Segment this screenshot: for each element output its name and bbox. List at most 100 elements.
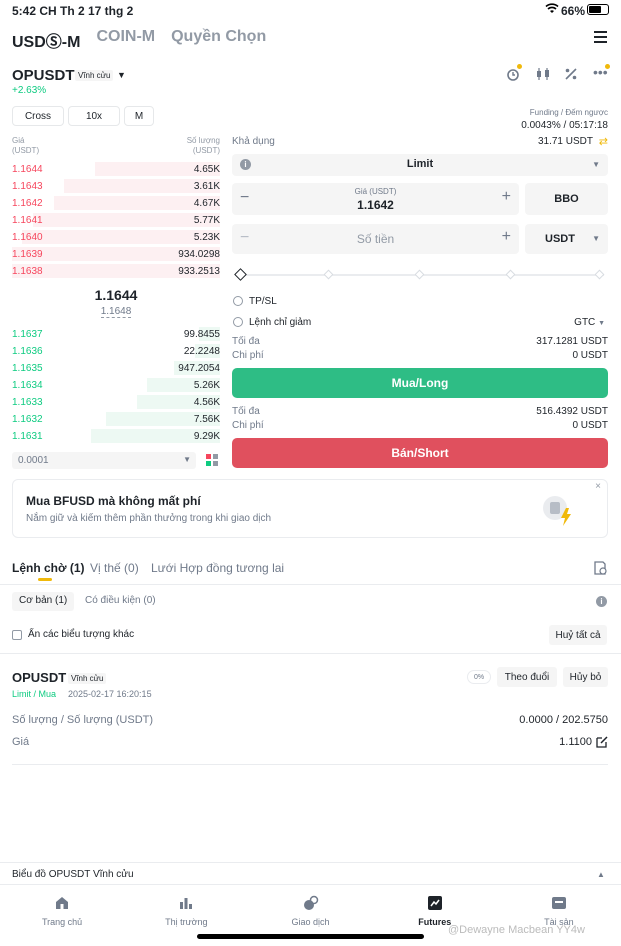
ask-qty: 3.61K [193,180,220,192]
book-layout-icon[interactable] [206,454,218,466]
calculator-icon[interactable] [564,67,578,81]
info-icon[interactable]: i [596,596,607,607]
info-icon[interactable]: i [240,159,251,170]
tif-select[interactable]: GTC ▼ [574,317,605,328]
buy-long-button[interactable]: Mua/Long [232,368,608,398]
ask-row[interactable]: 1.1643 3.61K [12,178,220,194]
ask-row[interactable]: 1.1640 5.23K [12,229,220,245]
alarm-icon[interactable] [506,64,522,81]
hide-other-symbols-checkbox[interactable] [12,630,22,640]
bid-price: 1.1631 [12,430,43,442]
nav-futures[interactable]: Futures [373,885,497,946]
leverage-button[interactable]: 10x [68,106,120,126]
ask-qty: 4.65K [193,163,220,175]
nav-futures-label: Futures [418,917,452,927]
order-type-select[interactable]: i Limit ▼ [232,154,608,176]
promo-banner[interactable]: Mua BFUSD mà không mất phí Nắm giữ và ki… [12,479,608,538]
bid-row[interactable]: 1.1636 22.2248 [12,343,220,359]
slider-step[interactable] [414,269,425,280]
bid-row[interactable]: 1.1631 9.29K [12,428,220,444]
more-icon[interactable]: ••• [593,64,610,81]
ask-qty: 4.67K [193,197,220,209]
subtab-basic[interactable]: Cơ bản (1) [12,592,75,611]
mark-price[interactable]: 1.1648 [12,306,220,318]
transfer-icon[interactable]: ⇄ [598,136,608,148]
home-indicator [197,934,424,939]
battery-percent: 66% [561,4,586,18]
edit-icon[interactable] [596,735,608,748]
bid-price: 1.1632 [12,413,43,425]
ask-row[interactable]: 1.1644 4.65K [12,161,220,177]
nav-trade[interactable]: Giao dịch [248,885,372,946]
reduce-only-radio[interactable] [233,317,243,327]
menu-icon[interactable] [594,31,607,43]
amount-slider[interactable] [234,268,605,282]
nav-home[interactable]: Trang chủ [0,885,124,946]
chevron-down-icon: ▼ [592,234,600,243]
tab-usds-m[interactable]: USDⓈ-M [12,34,81,51]
minus-icon[interactable]: − [240,189,250,206]
divider [0,584,621,585]
symbol-dropdown-icon[interactable]: ▼ [117,70,126,80]
ob-price-header-l1: Giá [12,136,25,145]
plus-icon[interactable]: + [501,228,511,245]
amount-input[interactable]: − Số tiền + [232,224,519,254]
order-qty-value: 0.0000 / 202.5750 [519,714,608,726]
ask-row[interactable]: 1.1639 934.0298 [12,246,220,262]
close-icon[interactable]: × [595,481,601,492]
slider-step[interactable] [505,269,516,280]
ask-row[interactable]: 1.1638 933.2513 [12,263,220,279]
divider [0,653,621,654]
ob-qty-header: Số lượng (USDT) [170,136,220,156]
chart-bar-label[interactable]: Biểu đồ OPUSDT Vĩnh cửu [12,869,134,880]
chevron-up-icon[interactable]: ▲ [597,870,605,879]
sell-short-button[interactable]: Bán/Short [232,438,608,468]
subtab-conditional[interactable]: Có điều kiện (0) [85,595,156,606]
tab-coin-m[interactable]: COIN-M [96,28,156,45]
ask-row[interactable]: 1.1641 5.77K [12,212,220,228]
ask-price: 1.1642 [12,197,43,209]
symbol-name[interactable]: OPUSDT [12,67,75,84]
slider-handle[interactable] [234,268,247,281]
tab-options[interactable]: Quyền Chọn [171,28,267,45]
bid-row[interactable]: 1.1637 99.8455 [12,326,220,342]
nav-assets[interactable]: Tài sản [497,885,621,946]
order-qty-label: Số lượng / Số lượng (USDT) [12,714,154,726]
tab-futures-grid[interactable]: Lưới Hợp đồng tương lai [151,561,285,575]
bid-row[interactable]: 1.1634 5.26K [12,377,220,393]
active-tab-indicator [38,578,52,581]
ask-row[interactable]: 1.1642 4.67K [12,195,220,211]
tick-size-select[interactable]: 0.0001 ▼ [12,452,196,469]
cancel-order-button[interactable]: Hủy bỏ [563,667,608,687]
order-history-icon[interactable] [594,561,607,575]
order-symbol[interactable]: OPUSDT [12,670,67,685]
bid-row[interactable]: 1.1632 7.56K [12,411,220,427]
order-side: Limit / Mua [12,689,57,699]
track-button[interactable]: Theo đuổi [497,667,557,687]
cancel-all-button[interactable]: Huỷ tất cả [549,625,607,645]
margin-mode-button[interactable]: Cross [12,106,64,126]
slider-step[interactable] [323,269,334,280]
tab-open-orders[interactable]: Lệnh chờ (1) [12,561,85,575]
tif-value: GTC [574,317,596,328]
nav-markets[interactable]: Thị trường [124,885,248,946]
tick-size-value: 0.0001 [18,455,49,466]
asset-mode-button[interactable]: M [124,106,154,126]
bbo-button[interactable]: BBO [525,183,608,215]
tpsl-radio[interactable] [233,296,243,306]
amount-unit: USDT [545,233,575,245]
sell-max-value: 516.4392 USDT [536,406,608,417]
bid-row[interactable]: 1.1633 4.56K [12,394,220,410]
tab-positions[interactable]: Vị thế (0) [90,561,139,575]
perpetual-badge: Vĩnh cửu [75,70,114,81]
order-price-value: 1.1100 [559,736,592,748]
price-input[interactable]: − Giá (USDT) 1.1642 + [232,183,519,215]
bid-row[interactable]: 1.1635 947.2054 [12,360,220,376]
available-value: 31.71 USDT [537,136,593,147]
amount-unit-select[interactable]: USDT ▼ [525,224,608,254]
bid-price: 1.1637 [12,328,43,340]
minus-icon[interactable]: − [240,229,250,246]
plus-icon[interactable]: + [501,188,511,205]
candlestick-chart-icon[interactable] [535,67,551,81]
slider-step[interactable] [594,269,605,280]
